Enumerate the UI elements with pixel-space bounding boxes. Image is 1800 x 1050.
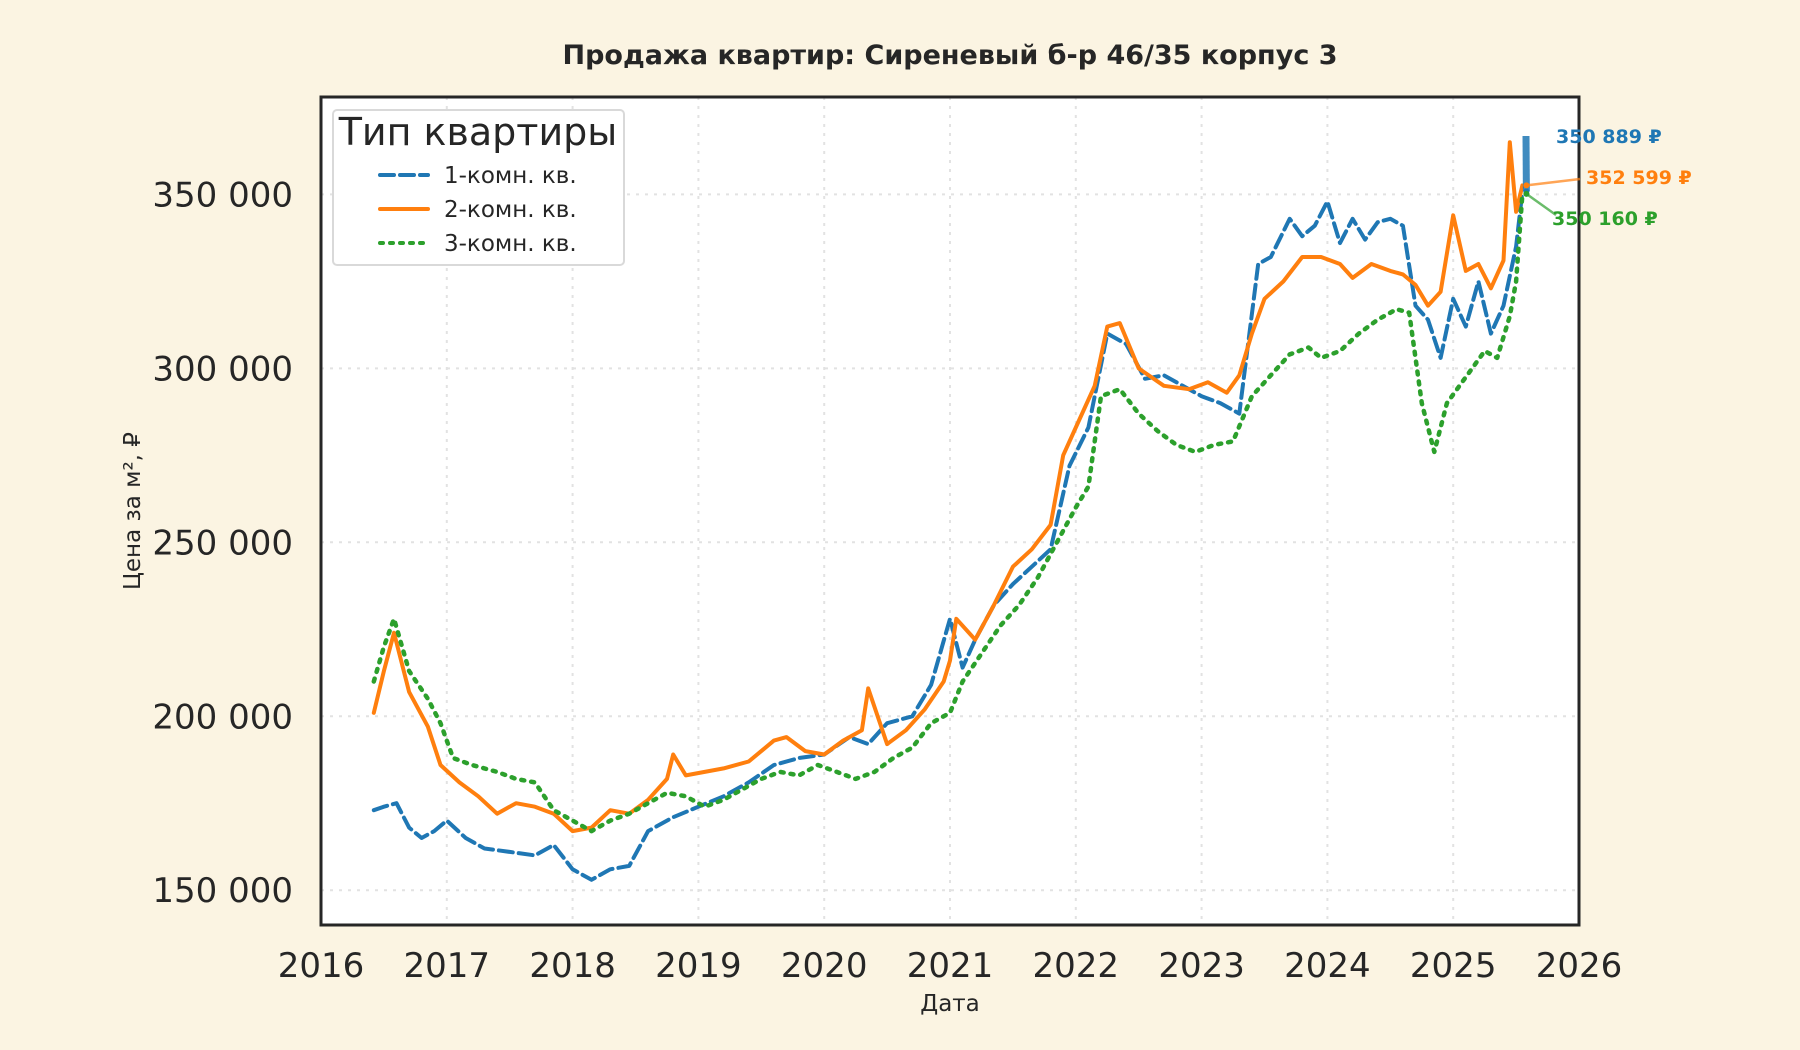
legend-label-1: 1-комн. кв. bbox=[444, 163, 577, 189]
x-tick-label: 2018 bbox=[529, 946, 616, 986]
plot-frame bbox=[319, 95, 1581, 927]
y-tick-label: 300 000 bbox=[152, 349, 293, 389]
series-line-1 bbox=[371, 189, 1525, 882]
series-line-2 bbox=[371, 140, 1525, 834]
annotation-label-3: 350 160 ₽ bbox=[1552, 208, 1658, 230]
x-tick-label: 2017 bbox=[404, 946, 491, 986]
x-axis-ticks: 2016 2017 2018 2019 2020 2021 2022 2023 2024 2025… bbox=[278, 946, 1623, 986]
annotation-label-2: 352 599 ₽ bbox=[1586, 167, 1692, 189]
series-line-3 bbox=[371, 191, 1525, 834]
x-tick-label: 2026 bbox=[1536, 946, 1623, 986]
legend: Тип квартиры 1-комн. кв. 2-комн. кв. 3-ком… bbox=[332, 109, 625, 266]
y-tick-label: 250 000 bbox=[152, 523, 293, 563]
x-tick-label: 2021 bbox=[907, 946, 994, 986]
x-axis-label: Дата bbox=[920, 991, 980, 1017]
legend-label-3: 3-комн. кв. bbox=[444, 231, 577, 257]
y-tick-label: 350 000 bbox=[152, 175, 293, 215]
x-tick-label: 2024 bbox=[1284, 946, 1371, 986]
legend-label-2: 2-комн. кв. bbox=[444, 197, 577, 223]
chart-title: Продажа квартир: Сиреневый б-р 46/35 кор… bbox=[562, 40, 1337, 71]
x-tick-label: 2023 bbox=[1158, 946, 1245, 986]
annotation-label-1: 350 889 ₽ bbox=[1556, 126, 1662, 148]
y-axis-label: Цена за м², ₽ bbox=[120, 432, 146, 590]
annotation-arrow-3 bbox=[1525, 192, 1557, 217]
y-tick-label: 150 000 bbox=[152, 871, 293, 911]
x-tick-label: 2022 bbox=[1033, 946, 1120, 986]
series-layer bbox=[371, 140, 1525, 882]
x-tick-label: 2016 bbox=[278, 946, 365, 986]
x-tick-label: 2019 bbox=[655, 946, 742, 986]
annotation-point-3 bbox=[1523, 190, 1530, 197]
y-tick-label: 200 000 bbox=[152, 697, 293, 737]
legend-items: 1-комн. кв. 2-комн. кв. 3-комн. кв. bbox=[378, 163, 577, 257]
x-tick-label: 2025 bbox=[1410, 946, 1497, 986]
annotations: 350 889 ₽ 352 599 ₽ 350 160 ₽ bbox=[1522, 126, 1692, 230]
legend-title: Тип квартиры bbox=[338, 110, 618, 154]
x-tick-label: 2020 bbox=[781, 946, 868, 986]
y-axis-ticks: 150 000 200 000 250 000 300 000 350 000 bbox=[152, 175, 293, 911]
annotation-point-2 bbox=[1523, 182, 1530, 189]
annotation-arrow-2 bbox=[1526, 177, 1581, 187]
legend-box bbox=[332, 109, 625, 266]
